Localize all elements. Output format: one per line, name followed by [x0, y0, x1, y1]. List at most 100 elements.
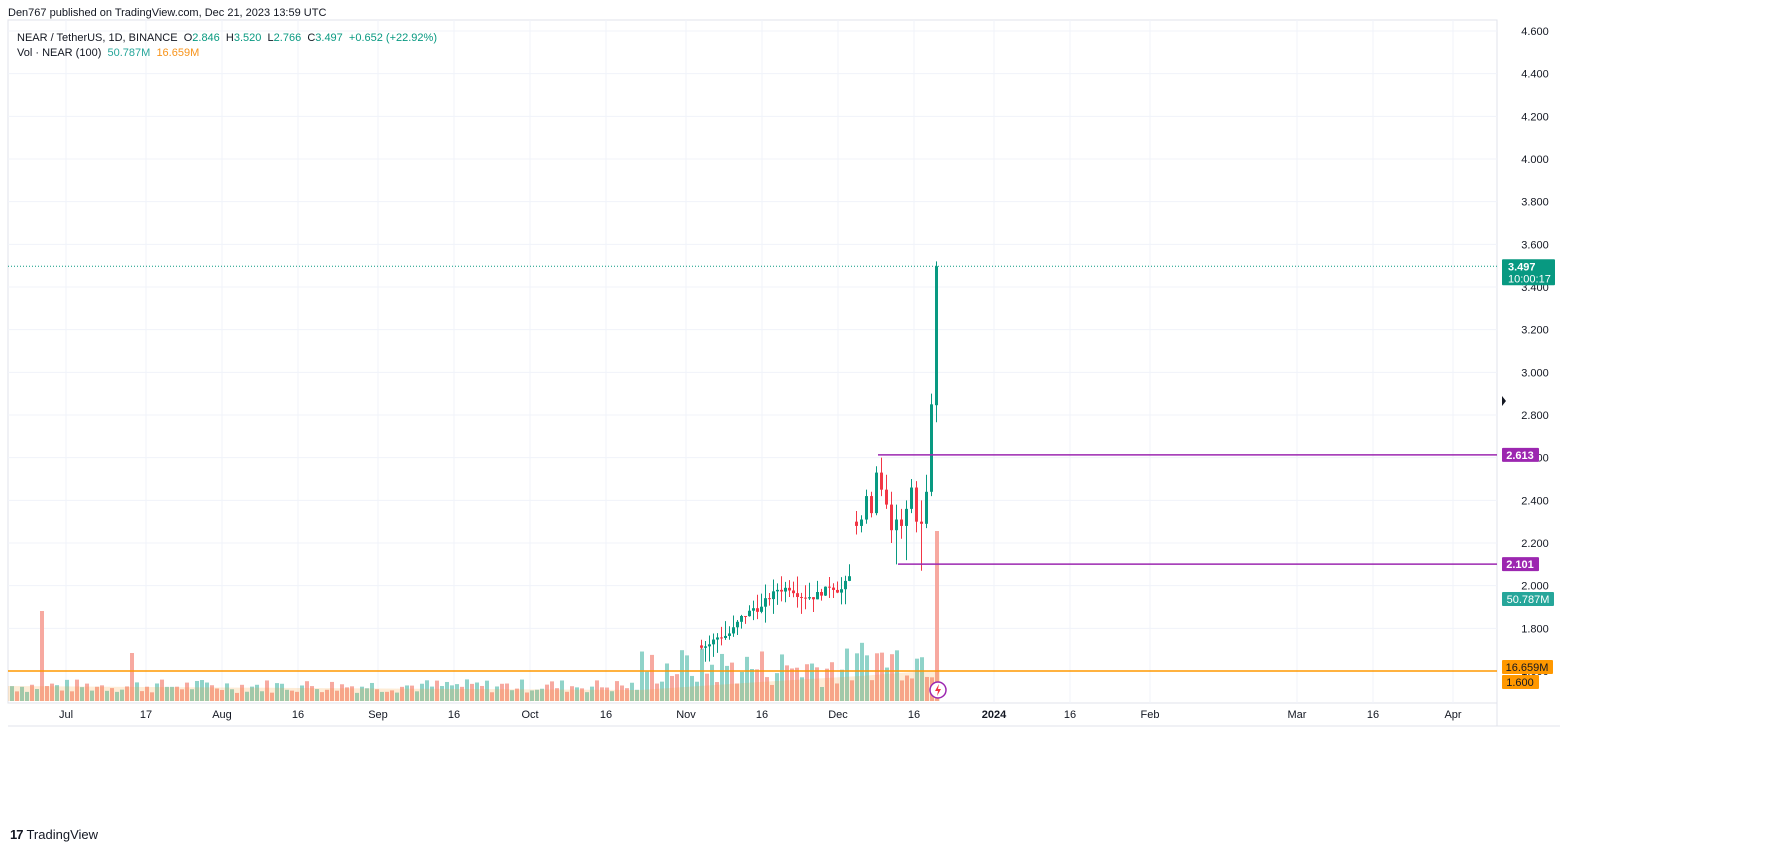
volume-bar: [645, 671, 649, 701]
volume-bar: [155, 683, 159, 701]
volume-bar: [535, 689, 539, 701]
candle-body: [708, 644, 711, 647]
candle-body: [836, 589, 839, 593]
candle-body: [925, 491, 928, 524]
candle-body: [860, 519, 863, 526]
x-tick-label: 16: [1064, 709, 1076, 721]
volume-ma-area: [8, 670, 940, 701]
volume-bar: [720, 653, 724, 701]
x-tick-label: Feb: [1141, 709, 1160, 721]
volume-bar: [425, 680, 429, 701]
volume-bar: [265, 680, 269, 701]
legend: NEAR / TetherUS, 1D, BINANCE O2.846 H3.5…: [17, 31, 437, 61]
tradingview-logo[interactable]: 17 TradingView: [10, 827, 98, 842]
volume-bar: [660, 681, 664, 701]
volume-bar: [610, 691, 614, 701]
y-tick-label: 3.600: [1521, 239, 1549, 251]
volume-bar: [200, 680, 204, 701]
volume-bar: [160, 679, 164, 701]
volume-bar: [415, 691, 419, 701]
candle-body: [736, 621, 739, 628]
candle-body: [748, 610, 751, 617]
ma-price-tag: [1502, 675, 1539, 689]
candle-body: [915, 487, 918, 522]
volume-bar: [475, 682, 479, 701]
legend-high: 3.520: [233, 32, 262, 44]
volume-bar: [630, 682, 634, 701]
volume-bar: [900, 680, 904, 701]
volume-bar: [460, 686, 464, 701]
x-tick-label: Nov: [676, 709, 696, 721]
volume-bar: [115, 691, 119, 701]
volume-bar: [150, 692, 154, 701]
volume-bar: [360, 686, 364, 701]
volume-bar: [445, 681, 449, 701]
candle-body: [832, 587, 835, 590]
volume-bar: [95, 686, 99, 701]
tradingview-mark-icon: 17: [10, 827, 24, 842]
volume-bar: [50, 683, 54, 701]
volume-bar: [25, 691, 29, 701]
volume-bar: [935, 531, 939, 701]
volume-bar: [180, 689, 184, 701]
volume-bar: [875, 653, 879, 701]
volume-bar: [340, 684, 344, 701]
volume-bar: [75, 679, 79, 701]
volume-bar: [860, 642, 864, 701]
volume-bar: [315, 689, 319, 701]
candle-body: [920, 521, 923, 524]
candle-body: [776, 589, 779, 592]
x-tick-label: Mar: [1288, 709, 1307, 721]
volume-bar: [730, 662, 734, 701]
y-tick-label: 4.400: [1521, 69, 1549, 81]
candle-body: [756, 608, 759, 612]
volume-bar: [290, 690, 294, 701]
volume-bar: [825, 668, 829, 701]
candle-body: [905, 508, 908, 526]
volume-bar: [890, 654, 894, 701]
legend-h-label: H: [225, 32, 234, 44]
volume-tag-label: 50.787M: [1507, 594, 1550, 606]
volume-bar: [570, 686, 574, 701]
volume-bar: [355, 692, 359, 701]
legend-volume-label: Vol · NEAR (100): [17, 47, 102, 59]
volume-bar: [855, 653, 859, 701]
x-tick-label: Oct: [521, 709, 538, 721]
candle-body: [752, 608, 755, 611]
volume-bar: [110, 688, 114, 701]
volume-bar: [350, 686, 354, 701]
volume-bar: [120, 689, 124, 701]
volume-bar: [700, 648, 704, 701]
volume-bar: [815, 667, 819, 701]
main-candles: [855, 261, 938, 571]
volume-bar: [515, 688, 519, 701]
volume-bar: [675, 674, 679, 701]
volume-bar: [755, 669, 759, 701]
volume-bar: [235, 692, 239, 701]
volume-bar: [775, 673, 779, 701]
volume-bar: [370, 682, 374, 701]
volume-bar: [820, 686, 824, 701]
volume-bar: [190, 689, 194, 701]
volume-bar: [195, 680, 199, 701]
volume-bar: [30, 684, 34, 701]
x-tick-label: 16: [756, 709, 768, 721]
volume-bar: [100, 685, 104, 701]
volume-bar: [455, 684, 459, 701]
volume-bar: [365, 688, 369, 701]
volume-bar: [255, 684, 259, 701]
volume-bar: [215, 688, 219, 701]
volume-bar: [745, 656, 749, 701]
scroll-marker-icon: [1502, 396, 1506, 406]
volume-bar: [385, 691, 389, 701]
volume-bar: [905, 675, 909, 701]
volume-bar: [835, 683, 839, 701]
volume-bar: [105, 690, 109, 701]
legend-open: 2.846: [192, 32, 220, 44]
volume-bar: [635, 689, 639, 701]
volume-bar: [430, 686, 434, 701]
volume-bar: [40, 611, 44, 701]
volume-bar: [125, 686, 129, 701]
